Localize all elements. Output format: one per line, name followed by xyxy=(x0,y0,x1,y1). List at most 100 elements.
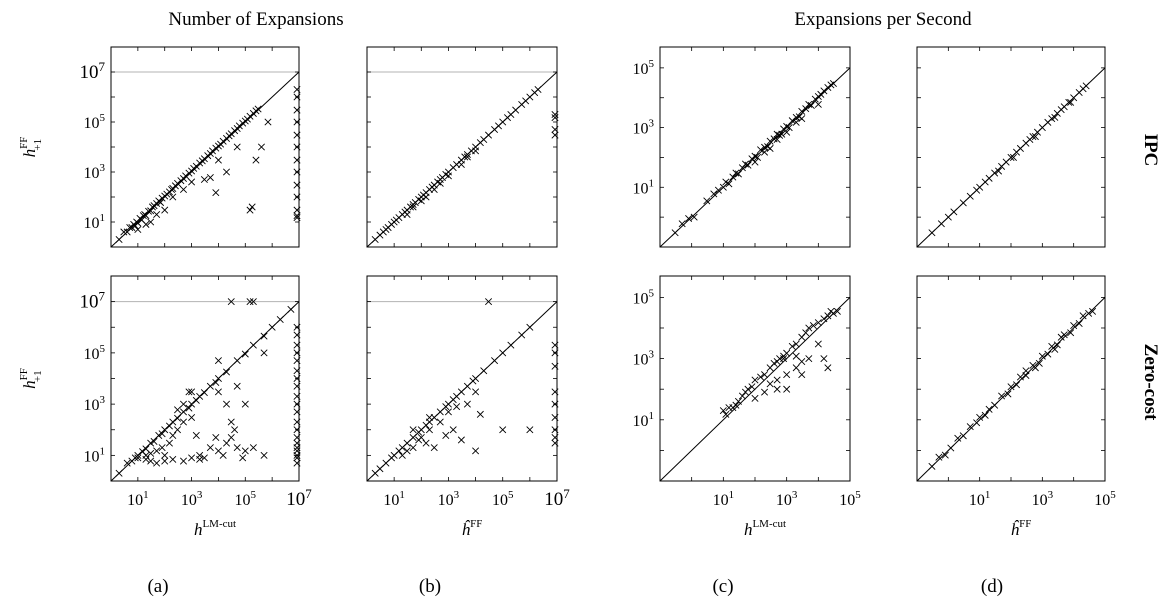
data-point xyxy=(200,389,208,397)
data-point xyxy=(798,115,806,123)
data-point xyxy=(1038,124,1046,132)
x-axis-label: ĥFF xyxy=(1011,518,1032,539)
plot-frame xyxy=(916,46,1106,248)
data-point xyxy=(222,368,231,376)
panel-label-d: (d) xyxy=(981,576,1003,597)
data-point xyxy=(809,322,817,330)
data-point xyxy=(161,426,169,434)
data-point xyxy=(264,118,272,126)
data-point xyxy=(453,403,461,411)
data-point xyxy=(227,433,235,441)
data-point xyxy=(115,235,123,243)
data-point xyxy=(761,148,769,156)
data-point xyxy=(444,172,452,180)
data-point xyxy=(802,329,810,337)
plot-frame xyxy=(366,275,558,482)
data-point xyxy=(1031,133,1039,141)
data-point xyxy=(507,341,515,349)
data-point xyxy=(260,451,268,459)
data-point xyxy=(499,426,507,434)
data-point xyxy=(751,158,759,166)
data-point xyxy=(382,459,390,467)
data-point xyxy=(783,122,791,130)
row-label-ipc: IPC xyxy=(1140,134,1158,167)
data-point xyxy=(153,447,161,455)
x-axis-label: ĥFF xyxy=(462,518,483,539)
data-point xyxy=(463,153,471,161)
data-point xyxy=(409,444,417,452)
data-point xyxy=(457,160,465,168)
data-point xyxy=(472,374,480,383)
data-point xyxy=(783,371,791,379)
data-point xyxy=(935,453,943,461)
data-point xyxy=(783,128,791,136)
y-tick-label: 101 xyxy=(633,410,655,430)
row-label-zero-cost: Zero-cost xyxy=(1140,344,1158,421)
data-point xyxy=(807,101,815,109)
data-point xyxy=(192,431,200,439)
data-point xyxy=(1004,390,1012,398)
data-point xyxy=(761,388,769,396)
data-point xyxy=(161,457,169,465)
data-point xyxy=(120,228,128,236)
data-point xyxy=(231,426,239,434)
y-tick-label: 105 xyxy=(633,287,655,307)
scatter-panel-d-ipc xyxy=(916,46,1106,248)
data-point xyxy=(222,168,231,176)
data-point xyxy=(773,385,781,393)
y-tick-label: 101 xyxy=(84,212,106,232)
data-point xyxy=(792,340,800,348)
data-point xyxy=(1053,341,1061,349)
data-point xyxy=(260,332,268,340)
scatter-panel-c-zero: 101 103 105 101 103 105 hLM-cut xyxy=(633,275,861,539)
data-point xyxy=(1044,350,1052,358)
data-point xyxy=(1022,367,1030,375)
data-point xyxy=(185,404,193,412)
x-tick-label: 105 xyxy=(235,489,257,509)
data-point xyxy=(802,105,810,113)
scatter-panel-b-zero: 101 103 105 107 ĥFF xyxy=(366,275,570,539)
data-point xyxy=(761,371,769,379)
data-point xyxy=(753,153,762,161)
data-point xyxy=(485,131,493,139)
data-point xyxy=(1085,309,1093,317)
data-point xyxy=(134,226,142,234)
data-point xyxy=(734,170,742,178)
data-point xyxy=(436,418,444,426)
data-point xyxy=(150,437,158,445)
x-tick-label: 103 xyxy=(1032,489,1054,509)
data-point xyxy=(185,388,193,396)
x-tick-label: 103 xyxy=(181,489,203,509)
data-point xyxy=(744,385,752,393)
data-point xyxy=(227,298,235,306)
x-tick-label: 107 xyxy=(544,486,570,510)
diagonal-line xyxy=(659,297,851,482)
x-tick-label: 105 xyxy=(839,489,861,509)
data-point xyxy=(169,455,177,463)
data-point xyxy=(1079,312,1087,320)
data-point xyxy=(976,413,984,421)
data-point xyxy=(142,455,150,463)
data-point xyxy=(276,316,284,324)
data-point xyxy=(196,455,204,463)
data-point xyxy=(157,199,165,207)
data-point xyxy=(491,357,499,365)
data-point xyxy=(824,312,832,320)
data-point xyxy=(973,419,981,427)
data-point xyxy=(403,439,411,447)
plot-frame xyxy=(110,46,300,248)
data-point xyxy=(757,373,765,381)
plot-frame xyxy=(366,46,558,248)
data-point xyxy=(233,382,241,390)
data-point xyxy=(995,167,1003,175)
y-tick-label: 105 xyxy=(84,112,106,132)
data-point xyxy=(153,459,161,467)
data-point xyxy=(998,392,1006,400)
data-point xyxy=(751,394,759,402)
y-tick-label: 103 xyxy=(633,349,655,369)
data-point xyxy=(966,423,974,431)
data-point xyxy=(722,410,730,418)
data-point xyxy=(161,451,169,459)
data-point xyxy=(928,462,936,470)
data-point xyxy=(206,174,214,182)
